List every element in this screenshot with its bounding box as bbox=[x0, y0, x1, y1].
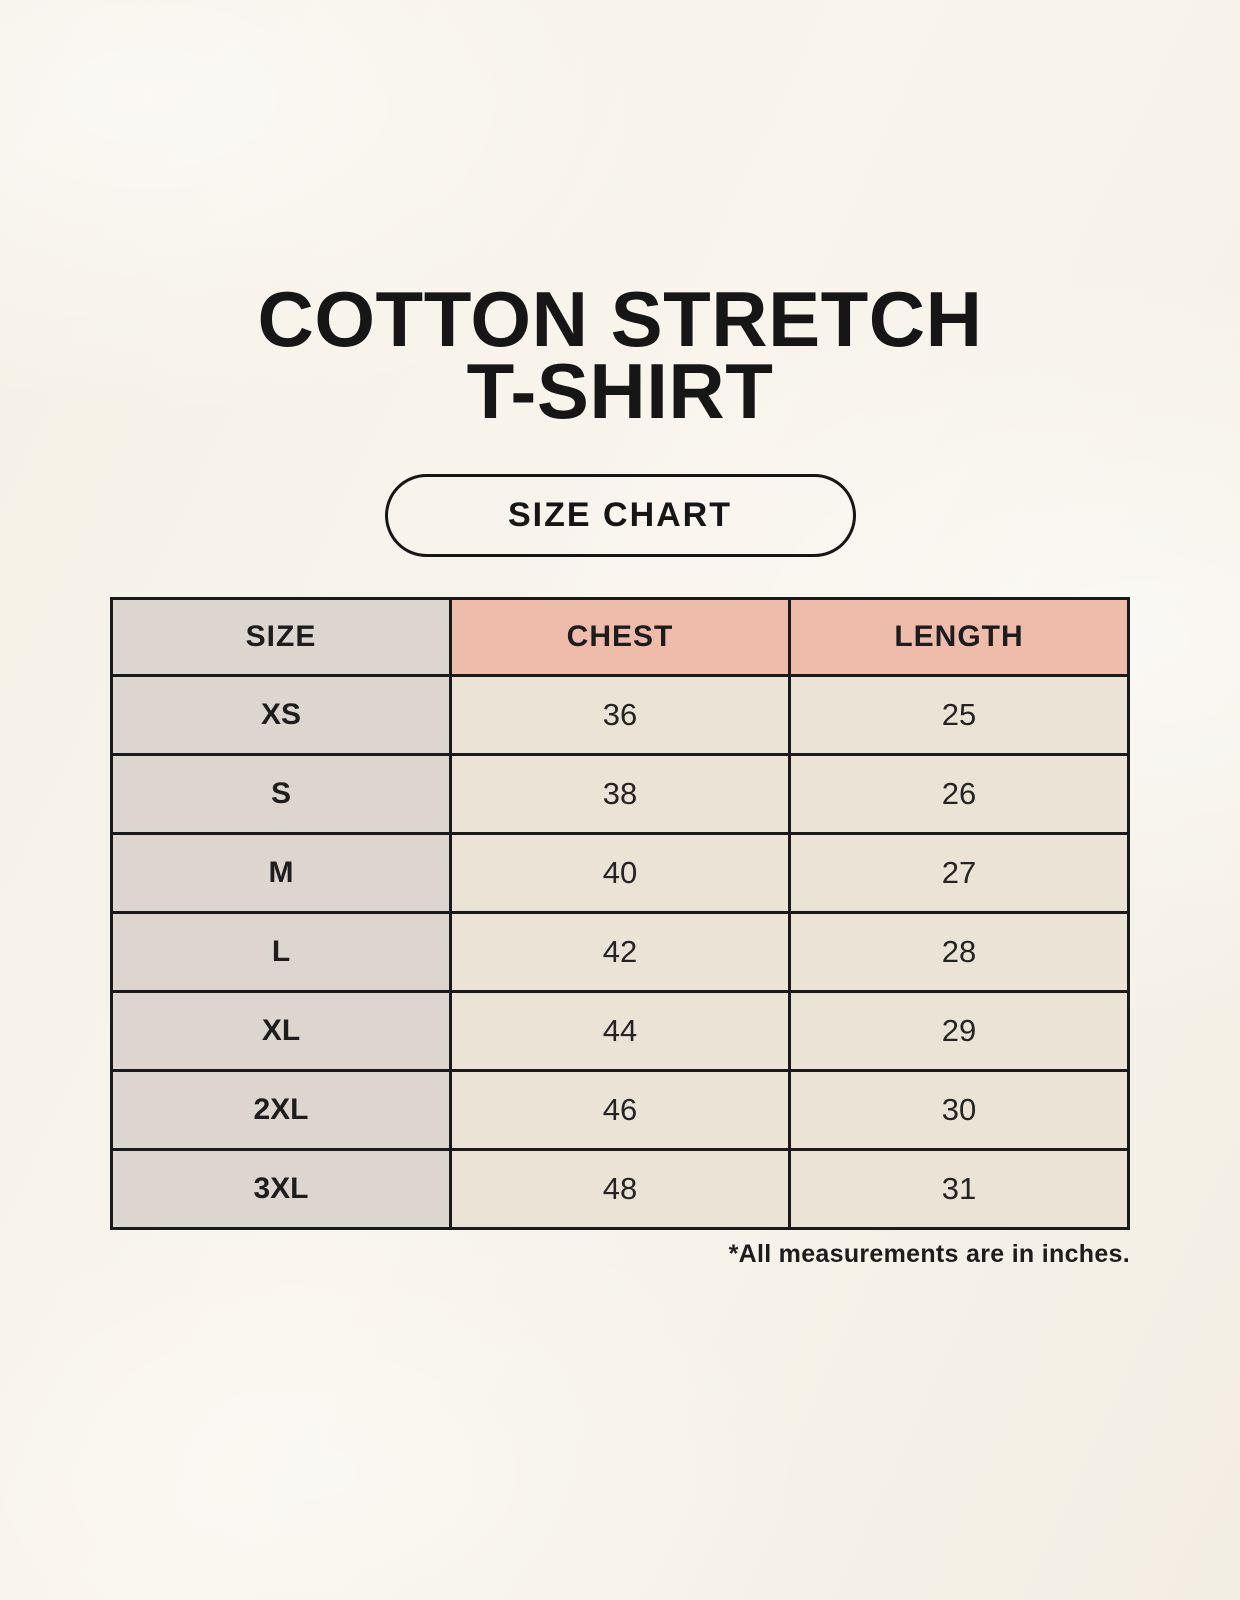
chest-cell: 44 bbox=[449, 989, 791, 1072]
size-chart-badge-label: SIZE CHART bbox=[508, 495, 732, 534]
size-cell: XS bbox=[110, 673, 452, 756]
column-header-chest: CHEST bbox=[449, 596, 791, 677]
table-row-xs: XS 36 25 bbox=[110, 673, 1130, 756]
chest-cell: 48 bbox=[449, 1147, 791, 1230]
chest-cell: 38 bbox=[449, 752, 791, 835]
table-row-l: L 42 28 bbox=[110, 910, 1130, 993]
length-cell: 29 bbox=[788, 989, 1130, 1072]
length-cell: 28 bbox=[788, 910, 1130, 993]
table-row-3xl: 3XL 48 31 bbox=[110, 1147, 1130, 1230]
size-chart-table: SIZE CHEST LENGTH XS 36 25 S 38 26 M 40 … bbox=[110, 596, 1130, 1230]
column-header-length: LENGTH bbox=[788, 596, 1130, 677]
size-chart-table-body: XS 36 25 S 38 26 M 40 27 L 42 28 XL 44 bbox=[110, 673, 1130, 1230]
table-row-m: M 40 27 bbox=[110, 831, 1130, 914]
page-title: COTTON STRETCH T-SHIRT bbox=[110, 280, 1130, 430]
size-cell: XL bbox=[110, 989, 452, 1072]
size-cell: L bbox=[110, 910, 452, 993]
table-row-s: S 38 26 bbox=[110, 752, 1130, 835]
chest-cell: 36 bbox=[449, 673, 791, 756]
size-cell: 3XL bbox=[110, 1147, 452, 1230]
size-cell: M bbox=[110, 831, 452, 914]
size-chart-table-header: SIZE CHEST LENGTH bbox=[110, 596, 1130, 677]
chest-cell: 42 bbox=[449, 910, 791, 993]
chest-cell: 46 bbox=[449, 1068, 791, 1151]
measurements-footnote: *All measurements are in inches. bbox=[728, 1239, 1130, 1268]
length-cell: 27 bbox=[788, 831, 1130, 914]
table-row-2xl: 2XL 46 30 bbox=[110, 1068, 1130, 1151]
header-row: SIZE CHEST LENGTH bbox=[110, 596, 1130, 677]
column-header-size: SIZE bbox=[110, 596, 452, 677]
size-chart-page: COTTON STRETCH T-SHIRT SIZE CHART SIZE CH… bbox=[110, 0, 1130, 1269]
length-cell: 30 bbox=[788, 1068, 1130, 1151]
table-row-xl: XL 44 29 bbox=[110, 989, 1130, 1072]
length-cell: 31 bbox=[788, 1147, 1130, 1230]
size-chart-badge: SIZE CHART bbox=[384, 473, 856, 557]
length-cell: 26 bbox=[788, 752, 1130, 835]
chest-cell: 40 bbox=[449, 831, 791, 914]
page-title-line2: T-SHIRT bbox=[466, 346, 774, 435]
size-cell: 2XL bbox=[110, 1068, 452, 1151]
length-cell: 25 bbox=[788, 673, 1130, 756]
page-title-line1: COTTON STRETCH bbox=[257, 275, 983, 363]
size-cell: S bbox=[110, 752, 452, 835]
